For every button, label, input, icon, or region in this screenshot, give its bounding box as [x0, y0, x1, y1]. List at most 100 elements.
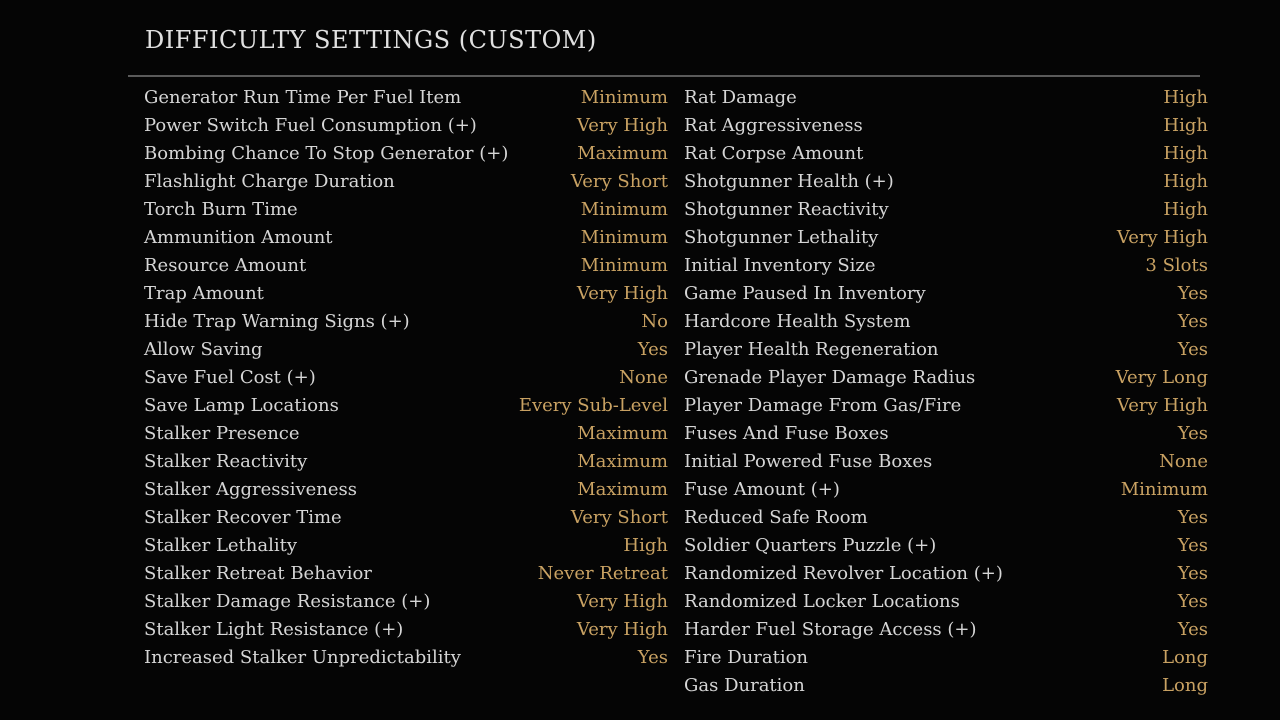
setting-label: Shotgunner Reactivity: [684, 199, 889, 220]
setting-value: Very High: [1116, 227, 1208, 248]
setting-label: Stalker Light Resistance (+): [144, 619, 404, 640]
setting-value: No: [641, 311, 668, 332]
setting-value: Very Short: [570, 507, 668, 528]
setting-value: Yes: [1177, 311, 1208, 332]
setting-label: Gas Duration: [684, 675, 805, 696]
setting-row: Stalker Presence Maximum: [144, 420, 668, 448]
setting-value: None: [619, 367, 668, 388]
setting-label: Shotgunner Lethality: [684, 227, 879, 248]
setting-row: Shotgunner Reactivity High: [684, 196, 1208, 224]
setting-row: Player Health Regeneration Yes: [684, 336, 1208, 364]
setting-label: Stalker Recover Time: [144, 507, 342, 528]
setting-value: Very High: [576, 619, 668, 640]
setting-row: Game Paused In Inventory Yes: [684, 280, 1208, 308]
setting-value: None: [1159, 451, 1208, 472]
setting-row: Rat Aggressiveness High: [684, 112, 1208, 140]
setting-label: Generator Run Time Per Fuel Item: [144, 87, 462, 108]
setting-value: High: [1163, 87, 1208, 108]
setting-value: Very Long: [1115, 367, 1208, 388]
setting-label: Initial Powered Fuse Boxes: [684, 451, 933, 472]
setting-row: Fuses And Fuse Boxes Yes: [684, 420, 1208, 448]
setting-value: Yes: [1177, 339, 1208, 360]
setting-label: Stalker Reactivity: [144, 451, 308, 472]
setting-row: Stalker Light Resistance (+) Very High: [144, 616, 668, 644]
setting-value: Yes: [1177, 535, 1208, 556]
setting-label: Grenade Player Damage Radius: [684, 367, 976, 388]
setting-value: Minimum: [580, 87, 668, 108]
setting-row: Ammunition Amount Minimum: [144, 224, 668, 252]
setting-value: Long: [1162, 647, 1208, 668]
setting-row: Initial Powered Fuse Boxes None: [684, 448, 1208, 476]
setting-value: Very High: [576, 283, 668, 304]
setting-row: Resource Amount Minimum: [144, 252, 668, 280]
setting-label: Soldier Quarters Puzzle (+): [684, 535, 937, 556]
setting-label: Fuses And Fuse Boxes: [684, 423, 889, 444]
setting-row: Fuse Amount (+) Minimum: [684, 476, 1208, 504]
setting-value: Yes: [637, 647, 668, 668]
setting-value: 3 Slots: [1145, 255, 1208, 276]
setting-row: Rat Damage High: [684, 84, 1208, 112]
setting-value: Never Retreat: [537, 563, 668, 584]
setting-label: Fuse Amount (+): [684, 479, 840, 500]
setting-row: Stalker Recover Time Very Short: [144, 504, 668, 532]
setting-value: Yes: [1177, 283, 1208, 304]
setting-row: Harder Fuel Storage Access (+) Yes: [684, 616, 1208, 644]
setting-value: High: [1163, 115, 1208, 136]
setting-value: Very Short: [570, 171, 668, 192]
setting-value: Minimum: [1120, 479, 1208, 500]
setting-row: Trap Amount Very High: [144, 280, 668, 308]
setting-label: Game Paused In Inventory: [684, 283, 926, 304]
setting-label: Stalker Retreat Behavior: [144, 563, 372, 584]
setting-row: Initial Inventory Size 3 Slots: [684, 252, 1208, 280]
setting-value: Minimum: [580, 255, 668, 276]
setting-row: Hide Trap Warning Signs (+) No: [144, 308, 668, 336]
setting-label: Fire Duration: [684, 647, 809, 668]
setting-label: Reduced Safe Room: [684, 507, 868, 528]
setting-label: Rat Corpse Amount: [684, 143, 864, 164]
setting-label: Save Fuel Cost (+): [144, 367, 316, 388]
setting-value: Very High: [1116, 395, 1208, 416]
setting-label: Player Health Regeneration: [684, 339, 939, 360]
setting-label: Initial Inventory Size: [684, 255, 876, 276]
setting-label: Stalker Aggressiveness: [144, 479, 358, 500]
setting-row: Hardcore Health System Yes: [684, 308, 1208, 336]
setting-label: Ammunition Amount: [144, 227, 333, 248]
setting-value: Yes: [1177, 591, 1208, 612]
setting-label: Randomized Revolver Location (+): [684, 563, 1003, 584]
setting-row: Rat Corpse Amount High: [684, 140, 1208, 168]
setting-label: Harder Fuel Storage Access (+): [684, 619, 977, 640]
setting-row: Grenade Player Damage Radius Very Long: [684, 364, 1208, 392]
setting-row: Save Fuel Cost (+) None: [144, 364, 668, 392]
setting-label: Stalker Presence: [144, 423, 300, 444]
setting-row: Generator Run Time Per Fuel Item Minimum: [144, 84, 668, 112]
setting-row: Randomized Locker Locations Yes: [684, 588, 1208, 616]
setting-value: Maximum: [577, 143, 668, 164]
setting-row: Increased Stalker Unpredictability Yes: [144, 644, 668, 672]
setting-label: Rat Aggressiveness: [684, 115, 863, 136]
setting-row: Stalker Reactivity Maximum: [144, 448, 668, 476]
setting-value: Maximum: [577, 451, 668, 472]
setting-row: Fire Duration Long: [684, 644, 1208, 672]
setting-row: Bombing Chance To Stop Generator (+) Maxi…: [144, 140, 668, 168]
setting-value: Maximum: [577, 479, 668, 500]
setting-row: Gas Duration Long: [684, 672, 1208, 700]
setting-value: High: [1163, 171, 1208, 192]
setting-label: Bombing Chance To Stop Generator (+): [144, 143, 509, 164]
setting-row: Stalker Retreat Behavior Never Retreat: [144, 560, 668, 588]
setting-row: Stalker Lethality High: [144, 532, 668, 560]
setting-value: High: [623, 535, 668, 556]
title: DIFFICULTY SETTINGS (CUSTOM): [145, 26, 597, 54]
setting-row: Reduced Safe Room Yes: [684, 504, 1208, 532]
setting-row: Shotgunner Lethality Very High: [684, 224, 1208, 252]
divider: [128, 75, 1200, 77]
setting-row: Shotgunner Health (+) High: [684, 168, 1208, 196]
setting-label: Save Lamp Locations: [144, 395, 339, 416]
setting-row: Power Switch Fuel Consumption (+) Very Hi…: [144, 112, 668, 140]
setting-value: Yes: [1177, 423, 1208, 444]
setting-value: Very High: [576, 591, 668, 612]
setting-label: Power Switch Fuel Consumption (+): [144, 115, 477, 136]
setting-label: Resource Amount: [144, 255, 307, 276]
setting-row: Torch Burn Time Minimum: [144, 196, 668, 224]
setting-value: Yes: [1177, 507, 1208, 528]
